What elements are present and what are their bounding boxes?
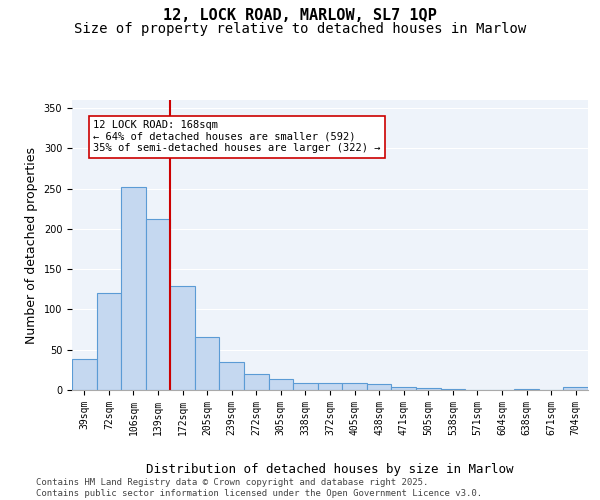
Bar [514, 389, 539, 390]
Bar [121, 187, 146, 390]
Bar [367, 384, 391, 390]
Text: Distribution of detached houses by size in Marlow: Distribution of detached houses by size … [146, 462, 514, 475]
Bar [269, 378, 293, 390]
Bar [220, 362, 244, 390]
Bar [416, 388, 440, 390]
Bar [170, 286, 195, 390]
Bar [195, 337, 220, 390]
Text: 12, LOCK ROAD, MARLOW, SL7 1QP: 12, LOCK ROAD, MARLOW, SL7 1QP [163, 8, 437, 22]
Text: Contains HM Land Registry data © Crown copyright and database right 2025.
Contai: Contains HM Land Registry data © Crown c… [36, 478, 482, 498]
Bar [244, 374, 269, 390]
Text: Size of property relative to detached houses in Marlow: Size of property relative to detached ho… [74, 22, 526, 36]
Text: 12 LOCK ROAD: 168sqm
← 64% of detached houses are smaller (592)
35% of semi-deta: 12 LOCK ROAD: 168sqm ← 64% of detached h… [93, 120, 380, 154]
Bar [72, 360, 97, 390]
Bar [293, 383, 318, 390]
Bar [391, 387, 416, 390]
Y-axis label: Number of detached properties: Number of detached properties [25, 146, 38, 344]
Bar [146, 219, 170, 390]
Bar [318, 383, 342, 390]
Bar [97, 292, 121, 390]
Bar [563, 387, 588, 390]
Bar [440, 389, 465, 390]
Bar [342, 383, 367, 390]
